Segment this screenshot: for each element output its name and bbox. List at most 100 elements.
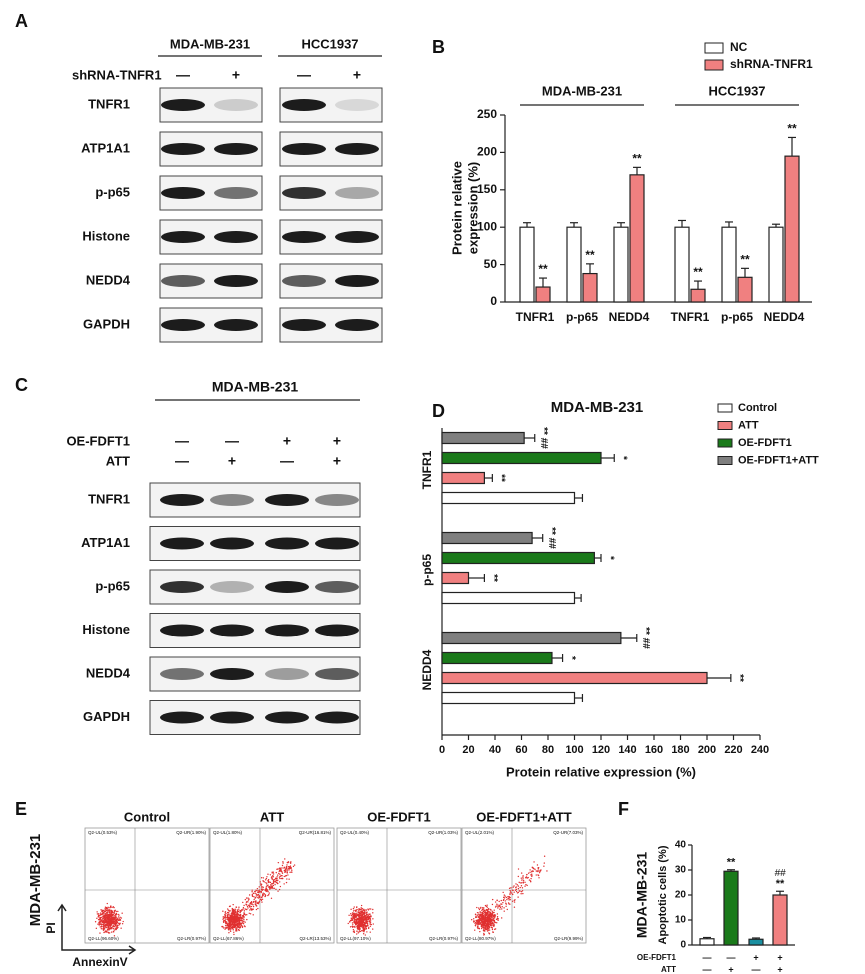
event-dot xyxy=(226,924,228,927)
legend-swatch xyxy=(717,456,733,465)
event-dot xyxy=(351,914,353,917)
treatment-label: ATT xyxy=(106,453,130,468)
event-dot xyxy=(100,909,102,911)
event-dot xyxy=(227,909,230,911)
event-dot xyxy=(528,879,531,881)
event-dot xyxy=(232,926,235,929)
event-dot xyxy=(238,908,240,910)
event-dot xyxy=(488,915,491,917)
event-dot xyxy=(483,907,485,909)
y-tick-label: 10 xyxy=(675,915,687,926)
event-dot xyxy=(255,895,257,897)
event-dot xyxy=(482,915,484,917)
event-dot xyxy=(351,913,354,916)
event-dot xyxy=(480,927,483,930)
event-dot xyxy=(483,917,485,919)
event-dot xyxy=(231,920,234,923)
event-dot xyxy=(491,918,493,920)
y-axis-label: Protein relative xyxy=(449,161,464,255)
blot-band xyxy=(210,624,254,637)
category-label: NEDD4 xyxy=(420,649,434,690)
event-dot xyxy=(473,918,475,920)
lane-sign: — xyxy=(703,952,712,962)
bar xyxy=(519,226,535,303)
event-dot xyxy=(121,923,124,925)
event-dot xyxy=(493,921,496,923)
event-dot xyxy=(257,893,260,896)
blot-band xyxy=(282,319,326,331)
event-dot xyxy=(352,907,355,910)
blot-band xyxy=(315,581,359,593)
event-dot xyxy=(543,865,545,867)
legend-label: shRNA-TNFR1 xyxy=(730,57,813,71)
event-dot xyxy=(355,909,357,912)
event-dot xyxy=(485,905,488,908)
event-dot xyxy=(481,917,483,920)
bar xyxy=(613,226,629,303)
event-dot xyxy=(239,914,242,917)
event-dot xyxy=(480,923,482,925)
event-dot xyxy=(488,911,490,913)
event-dot xyxy=(358,920,361,922)
event-dot xyxy=(358,928,361,931)
y-tick-label: 200 xyxy=(477,145,497,159)
event-dot xyxy=(247,897,249,899)
event-dot xyxy=(509,893,511,896)
event-dot xyxy=(234,915,236,917)
event-dot xyxy=(538,877,540,879)
event-dot xyxy=(492,916,495,918)
lane-sign: + xyxy=(777,964,782,974)
event-dot xyxy=(106,907,108,910)
bar xyxy=(748,938,764,946)
event-dot xyxy=(117,924,119,926)
event-dot xyxy=(249,902,252,904)
event-dot xyxy=(108,929,110,931)
bar xyxy=(441,551,595,565)
event-dot xyxy=(113,921,115,923)
event-dot xyxy=(103,920,105,922)
blot-band xyxy=(335,187,379,199)
event-dot xyxy=(478,912,480,914)
blot-band xyxy=(315,537,359,550)
event-dot xyxy=(535,874,537,876)
x-tick-label: p-p65 xyxy=(566,310,598,324)
event-dot xyxy=(116,921,119,923)
blot-band xyxy=(265,668,309,680)
event-dot xyxy=(362,916,365,918)
event-dot xyxy=(260,889,263,891)
event-dot xyxy=(354,914,357,916)
event-dot xyxy=(104,915,106,917)
y-tick-label: 0 xyxy=(680,940,686,951)
event-dot xyxy=(98,919,101,921)
significance-label: * xyxy=(604,556,615,560)
quadrant-label: Q2-UL(2.01%) xyxy=(465,830,495,835)
event-dot xyxy=(486,909,488,911)
event-dot xyxy=(234,908,236,910)
x-tick-label: 40 xyxy=(489,744,501,756)
event-dot xyxy=(362,913,364,916)
event-dot xyxy=(105,924,107,927)
bar xyxy=(441,451,602,465)
event-dot xyxy=(480,913,482,916)
event-dot xyxy=(486,904,488,906)
quadrant-label: Q2-UR(7.03%) xyxy=(553,830,583,835)
bar xyxy=(566,226,582,303)
x-tick-label: 160 xyxy=(645,744,663,756)
protein-label: Histone xyxy=(82,622,130,637)
event-dot xyxy=(234,916,237,918)
event-dot xyxy=(532,870,534,873)
event-dot xyxy=(482,926,484,929)
event-dot xyxy=(272,875,274,877)
lane-sign: + xyxy=(333,453,341,469)
blot-band xyxy=(210,668,254,680)
event-dot xyxy=(368,917,370,920)
event-dot xyxy=(109,928,111,930)
event-dot xyxy=(231,912,233,915)
group-label: MDA-MB-231 xyxy=(170,36,250,51)
y-tick-label: 100 xyxy=(477,219,497,233)
event-dot xyxy=(113,929,116,931)
event-dot xyxy=(368,913,370,915)
event-dot xyxy=(483,932,485,935)
event-dot xyxy=(102,911,105,914)
event-dot xyxy=(243,918,245,921)
